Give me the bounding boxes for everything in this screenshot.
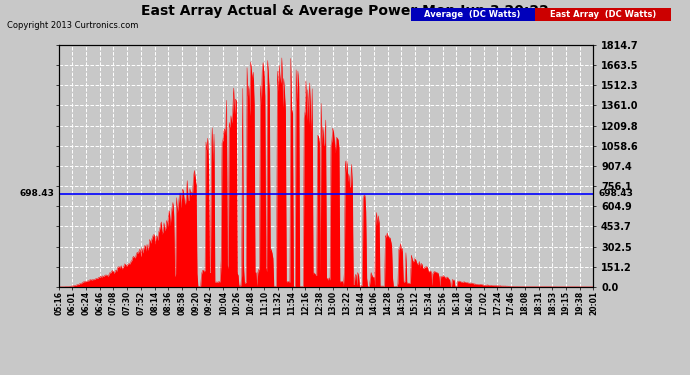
Text: East Array Actual & Average Power Mon Jun 3 20:22: East Array Actual & Average Power Mon Ju…	[141, 4, 549, 18]
Text: 698.43: 698.43	[19, 189, 55, 198]
Text: Average  (DC Watts): Average (DC Watts)	[424, 10, 521, 19]
Text: 698.43: 698.43	[599, 189, 633, 198]
Text: East Array  (DC Watts): East Array (DC Watts)	[550, 10, 656, 19]
Text: Copyright 2013 Curtronics.com: Copyright 2013 Curtronics.com	[7, 21, 138, 30]
